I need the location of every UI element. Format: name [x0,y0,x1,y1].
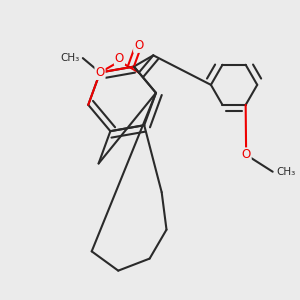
Text: O: O [134,39,143,52]
Text: CH₃: CH₃ [60,53,79,63]
Text: O: O [242,148,251,161]
Text: O: O [115,52,124,65]
Text: CH₃: CH₃ [276,167,296,177]
Text: O: O [95,66,105,79]
